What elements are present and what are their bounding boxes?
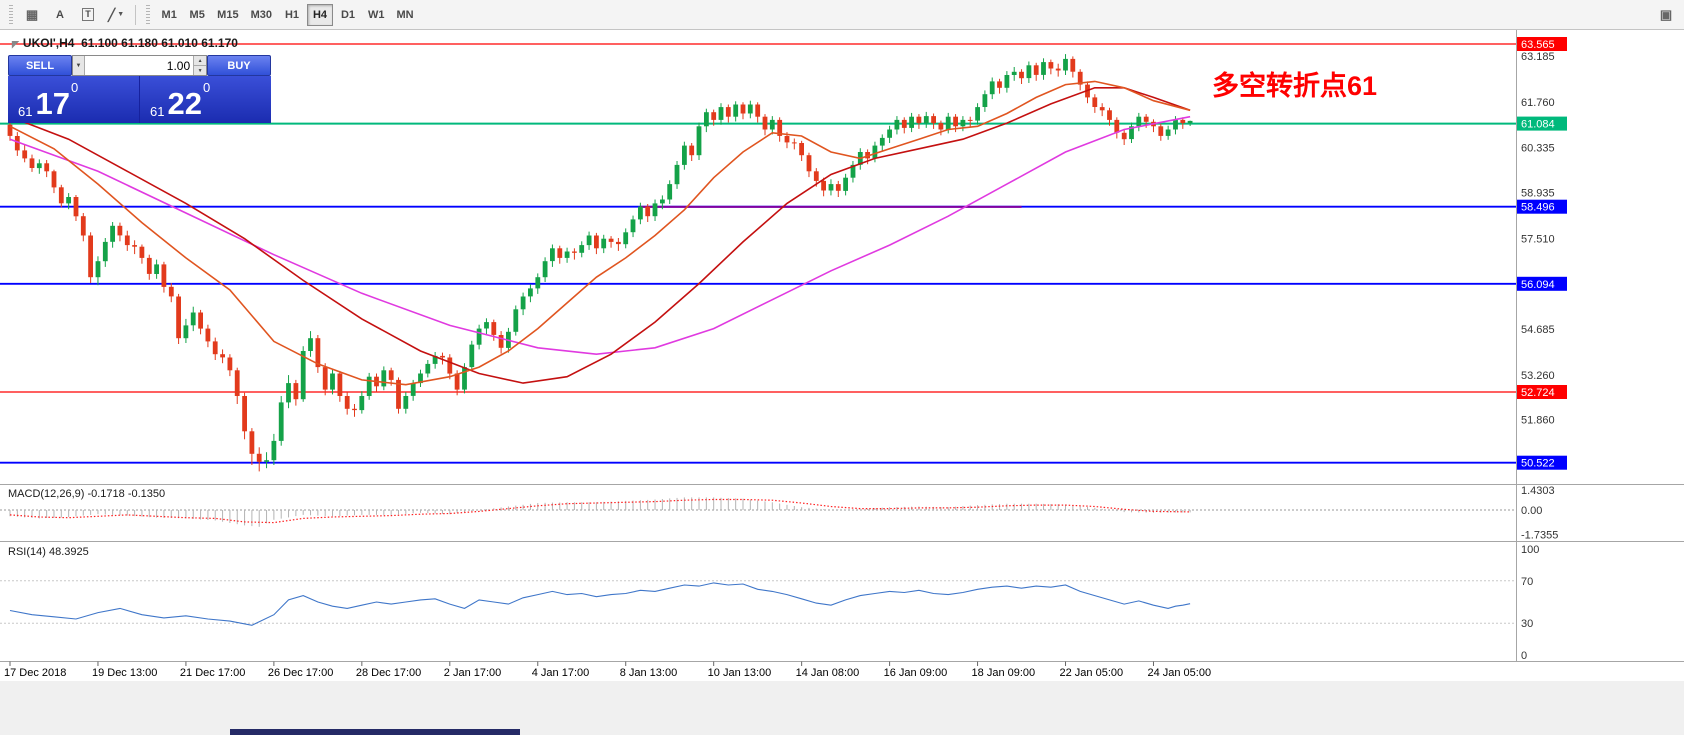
- bottom-window-edge: [230, 729, 520, 735]
- chart-background: [0, 30, 1684, 681]
- svg-text:2 Jan 17:00: 2 Jan 17:00: [444, 667, 502, 679]
- svg-text:1.4303: 1.4303: [1521, 485, 1555, 497]
- macd-label: MACD(12,26,9) -0.1718 -0.1350: [8, 488, 166, 500]
- svg-text:8 Jan 13:00: 8 Jan 13:00: [620, 667, 678, 679]
- rsi-label: RSI(14) 48.3925: [8, 546, 89, 558]
- trendline-icon: ╱: [108, 7, 116, 22]
- svg-text:0: 0: [1521, 650, 1527, 662]
- rsi-line: [9, 582, 1191, 626]
- svg-text:54.685: 54.685: [1521, 324, 1555, 336]
- svg-text:53.260: 53.260: [1521, 370, 1555, 382]
- svg-text:50.522: 50.522: [1521, 458, 1555, 470]
- svg-text:61.760: 61.760: [1521, 97, 1555, 109]
- timeframe-MN[interactable]: MN: [391, 4, 418, 26]
- text-label-icon: T: [82, 8, 94, 21]
- text-label-tool-button[interactable]: T: [75, 4, 101, 26]
- timeframe-toolbar-grip[interactable]: [146, 4, 151, 25]
- svg-text:61.084: 61.084: [1521, 119, 1555, 131]
- svg-text:0.00: 0.00: [1521, 505, 1542, 517]
- volume-dropdown-icon[interactable]: ▼: [73, 56, 86, 75]
- text-tool-icon: A: [56, 8, 64, 21]
- svg-text:100: 100: [1521, 544, 1539, 556]
- ma-fast-orange: [9, 80, 1191, 386]
- svg-text:60.335: 60.335: [1521, 143, 1555, 155]
- macd-pane: 1.4303 0.00 -1.7355: [0, 485, 1558, 541]
- svg-text:58.935: 58.935: [1521, 188, 1555, 200]
- timeframe-W1[interactable]: W1: [363, 4, 390, 26]
- timeframe-group: M1 M5 M15 M30 H1 H4 D1 W1 MN: [155, 3, 419, 26]
- svg-text:16 Jan 09:00: 16 Jan 09:00: [884, 667, 948, 679]
- buy-price-display[interactable]: 61 22 0: [140, 76, 271, 123]
- svg-text:17 Dec 2018: 17 Dec 2018: [4, 667, 66, 679]
- pane-separators[interactable]: [0, 30, 1684, 662]
- svg-text:24 Jan 05:00: 24 Jan 05:00: [1147, 667, 1211, 679]
- sell-price-display[interactable]: 61 17 0: [8, 76, 139, 123]
- svg-text:52.724: 52.724: [1521, 387, 1555, 399]
- symbol-header: ◤ UKOI',H4 61.100 61.180 61.010 61.170: [12, 36, 238, 50]
- toolbar-separator: [135, 4, 137, 25]
- sell-button[interactable]: SELL: [8, 55, 72, 76]
- ohlc-values: 61.100 61.180 61.010 61.170: [81, 36, 238, 50]
- symbol-name: UKOI',H4: [22, 36, 75, 50]
- candles: [7, 54, 1193, 472]
- svg-text:56.094: 56.094: [1521, 279, 1555, 291]
- horizontal-level-lines: [0, 43, 1516, 464]
- svg-text:30: 30: [1521, 618, 1533, 630]
- svg-text:58.496: 58.496: [1521, 202, 1555, 214]
- timeframe-D1[interactable]: D1: [335, 4, 361, 26]
- timeframe-M5[interactable]: M5: [184, 4, 210, 26]
- chevron-down-icon: ▼: [117, 11, 125, 18]
- tick-chart-icon[interactable]: ▦: [19, 4, 45, 26]
- price-axis[interactable]: 63.185 61.760 60.335 58.935 57.510 54.685 53.2…: [1517, 37, 1567, 470]
- svg-text:19 Dec 13:00: 19 Dec 13:00: [92, 667, 157, 679]
- svg-text:26 Dec 17:00: 26 Dec 17:00: [268, 667, 333, 679]
- timeframe-M1[interactable]: M1: [156, 4, 182, 26]
- volume-input[interactable]: [85, 56, 194, 75]
- rsi-pane: 100 70 30 0: [0, 544, 1539, 662]
- chart-symbol-icon: ◤: [12, 39, 19, 49]
- timeframe-H4[interactable]: H4: [306, 3, 333, 26]
- window-icon[interactable]: ▣: [1653, 4, 1679, 26]
- annotation-text: 多空转折点61: [1212, 71, 1378, 101]
- svg-text:28 Dec 17:00: 28 Dec 17:00: [356, 667, 421, 679]
- svg-text:70: 70: [1521, 576, 1533, 588]
- svg-text:-1.7355: -1.7355: [1521, 529, 1558, 541]
- ma-slow-red: [9, 87, 1191, 384]
- timeframe-M15[interactable]: M15: [212, 4, 243, 26]
- time-axis[interactable]: 17 Dec 2018 19 Dec 13:00 21 Dec 17:00 26 De…: [4, 661, 1211, 680]
- toolbar-grip[interactable]: [9, 4, 13, 25]
- svg-text:21 Dec 17:00: 21 Dec 17:00: [180, 667, 245, 679]
- svg-text:22 Jan 05:00: 22 Jan 05:00: [1060, 667, 1124, 679]
- timeframe-H1[interactable]: H1: [279, 4, 305, 26]
- volume-down-icon[interactable]: ▼: [194, 66, 207, 75]
- svg-text:4 Jan 17:00: 4 Jan 17:00: [532, 667, 590, 679]
- toolbar: ▦ A T ╱ ▼ M1 M5 M15 M30 H1 H4 D1 W1 MN ▣: [0, 0, 1684, 30]
- svg-text:18 Jan 09:00: 18 Jan 09:00: [972, 667, 1036, 679]
- timeframe-M30[interactable]: M30: [246, 4, 277, 26]
- ma-magenta: [9, 115, 1191, 356]
- volume-spinner: ▼ ▲ ▼: [72, 55, 207, 76]
- svg-text:14 Jan 08:00: 14 Jan 08:00: [796, 667, 860, 679]
- svg-text:63.185: 63.185: [1521, 51, 1555, 63]
- volume-up-icon[interactable]: ▲: [194, 56, 207, 66]
- svg-text:57.510: 57.510: [1521, 233, 1555, 245]
- draw-tools-button[interactable]: ╱ ▼: [103, 4, 129, 26]
- buy-button[interactable]: BUY: [207, 55, 271, 76]
- svg-text:63.565: 63.565: [1521, 39, 1555, 51]
- svg-text:51.860: 51.860: [1521, 415, 1555, 427]
- text-tool-button[interactable]: A: [47, 4, 73, 26]
- svg-text:10 Jan 13:00: 10 Jan 13:00: [708, 667, 772, 679]
